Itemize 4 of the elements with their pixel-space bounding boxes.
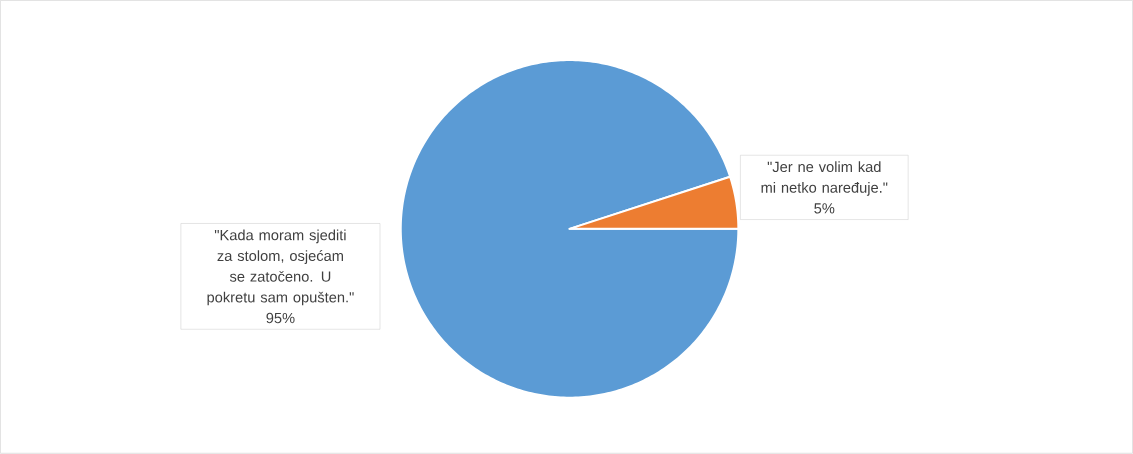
slice-label: "Kada moram sjediti za stolom, osjećam se zatočeno. U pokretu sam opušten." (207, 229, 354, 306)
data-label: 95% (266, 312, 295, 324)
slice-label: "Jer ne volim kad mi netko naređuje." (761, 161, 888, 196)
data-label: 5% (814, 203, 835, 214)
